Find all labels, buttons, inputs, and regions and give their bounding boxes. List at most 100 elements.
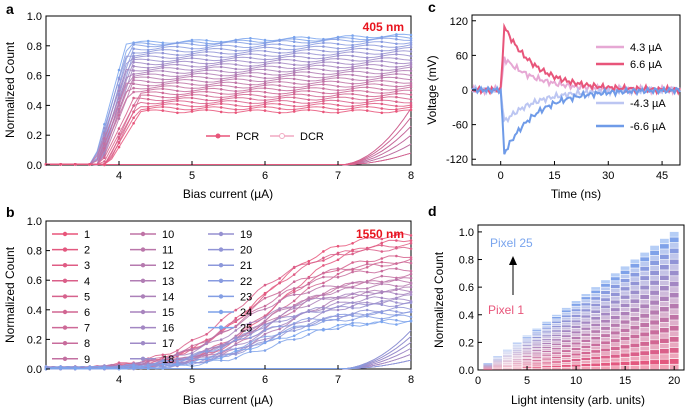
- pcr-point-22-10: [117, 132, 121, 135]
- bar-19-seg-10: [660, 317, 669, 323]
- b-pcr-point-4-48: [395, 246, 398, 250]
- voltage-trace-3: [471, 85, 681, 155]
- pcr-point-19-50: [409, 89, 413, 92]
- pcr-point-9-32: [278, 58, 281, 62]
- bar-7-seg-20: [542, 331, 552, 333]
- pcr-point-23-10: [117, 137, 121, 140]
- pcr-line-2: [46, 35, 412, 165]
- b-pcr-point-24-24: [219, 359, 223, 362]
- b-pcr-point-7-28: [249, 309, 252, 313]
- pcr-point-7-20: [190, 54, 194, 57]
- pcr-line-3: [46, 37, 412, 166]
- bar-5-seg-5: [522, 363, 532, 364]
- b-pcr-point-15-44: [365, 294, 369, 298]
- pcr-point-20-22: [205, 94, 208, 98]
- b-pcr-point-25-28: [249, 348, 252, 351]
- pcr-point-12-40: [336, 69, 340, 73]
- b-pcr-point-12-50: [409, 282, 413, 286]
- bar-15-seg-6: [620, 345, 630, 349]
- pcr-point-10-48: [395, 61, 398, 65]
- pcr-point-19-48: [395, 90, 398, 93]
- bar-4-seg-15: [512, 353, 522, 354]
- b-pcr-point-24-36: [307, 333, 311, 336]
- pcr-point-8-28: [249, 56, 252, 60]
- pcr-point-18-24: [219, 88, 223, 91]
- b-pcr-point-12-32: [278, 309, 281, 312]
- bar-15-seg-15: [620, 307, 630, 312]
- b-pcr-point-17-40: [336, 308, 340, 312]
- bar-13-seg-23: [601, 287, 610, 291]
- pcr-point-15-30: [263, 80, 267, 83]
- bar-17-seg-10: [640, 323, 650, 328]
- b-pcr-point-2-50: [409, 239, 413, 242]
- pcr-point-15-38: [322, 78, 325, 81]
- b-pcr-point-7-26: [234, 319, 238, 322]
- bar-15-seg-23: [620, 274, 630, 279]
- b-pcr-point-5-34: [292, 290, 296, 294]
- legend-label-10: 10: [162, 229, 174, 241]
- bar-18-seg-6: [650, 340, 659, 345]
- bar-11-seg-15: [581, 324, 591, 327]
- b-dcr-line-25: [46, 359, 412, 370]
- pcr-point-9-24: [219, 60, 223, 64]
- bar-7-seg-25: [542, 321, 552, 323]
- pcr-point-12-36: [307, 67, 311, 70]
- pcr-point-1-14: [146, 39, 150, 43]
- pcr-point-19-32: [278, 92, 281, 96]
- pcr-point-8-24: [219, 58, 223, 62]
- pcr-point-19-46: [380, 92, 384, 95]
- pcr-point-10-20: [190, 65, 194, 68]
- bar-15-seg-21: [620, 283, 630, 287]
- pcr-point-11-10: [117, 89, 121, 93]
- pcr-point-15-22: [205, 80, 208, 84]
- pcr-point-3-12: [132, 43, 135, 46]
- b-pcr-point-25-44: [365, 323, 369, 326]
- pcr-point-14-12: [132, 76, 135, 80]
- b-pcr-point-4-44: [365, 247, 369, 251]
- bar-13-seg-10: [601, 334, 610, 338]
- b-pcr-point-18-42: [351, 301, 354, 304]
- pcr-point-6-36: [307, 48, 311, 51]
- bar-5-seg-14: [522, 350, 532, 352]
- bar-16-seg-18: [630, 290, 640, 295]
- bar-19-seg-20: [660, 265, 669, 270]
- pcr-point-17-34: [292, 86, 296, 89]
- bar-6-seg-11: [532, 351, 542, 353]
- bar-10-seg-4: [571, 359, 581, 362]
- b-pcr-point-23-36: [307, 325, 311, 328]
- pcr-point-12-14: [146, 70, 150, 74]
- pcr-point-17-42: [351, 85, 354, 88]
- b-pcr-point-1-50: [409, 234, 413, 237]
- pcr-point-8-30: [263, 58, 267, 61]
- bar-12-seg-15: [591, 320, 601, 323]
- bar-13-seg-17: [601, 309, 610, 312]
- pcr-point-21-18: [176, 97, 179, 100]
- pcr-point-17-18: [176, 85, 179, 88]
- pcr-point-23-26: [234, 104, 238, 107]
- bar-19-seg-7: [660, 333, 669, 338]
- b-pcr-point-15-22: [205, 342, 208, 346]
- bar-14-seg-21: [610, 288, 620, 293]
- pcr-point-25-36: [307, 108, 311, 112]
- bar-20-seg-23: [669, 243, 679, 248]
- pcr-point-25-44: [365, 109, 369, 112]
- pcr-point-11-32: [278, 65, 281, 69]
- pcr-point-23-24: [219, 102, 223, 105]
- b-pcr-point-20-26: [234, 353, 238, 356]
- pcr-point-3-28: [249, 42, 252, 46]
- bar-15-seg-14: [620, 312, 630, 316]
- legend-marker-11: [140, 247, 146, 252]
- pcr-line-17: [46, 83, 412, 165]
- b-pcr-point-11-38: [322, 284, 325, 288]
- panel-b-ytick-label-1: 0.2: [27, 334, 42, 346]
- b-pcr-point-5-50: [409, 256, 413, 259]
- pcr-point-12-12: [132, 72, 135, 76]
- pcr-point-17-46: [380, 83, 384, 86]
- bar-12-seg-6: [591, 350, 601, 353]
- pcr-point-17-16: [161, 84, 165, 88]
- pcr-point-22-20: [190, 101, 194, 104]
- bar-13-seg-15: [601, 316, 610, 320]
- pcr-point-14-24: [219, 77, 223, 81]
- pcr-point-21-28: [249, 97, 252, 101]
- bar-12-seg-18: [591, 310, 601, 313]
